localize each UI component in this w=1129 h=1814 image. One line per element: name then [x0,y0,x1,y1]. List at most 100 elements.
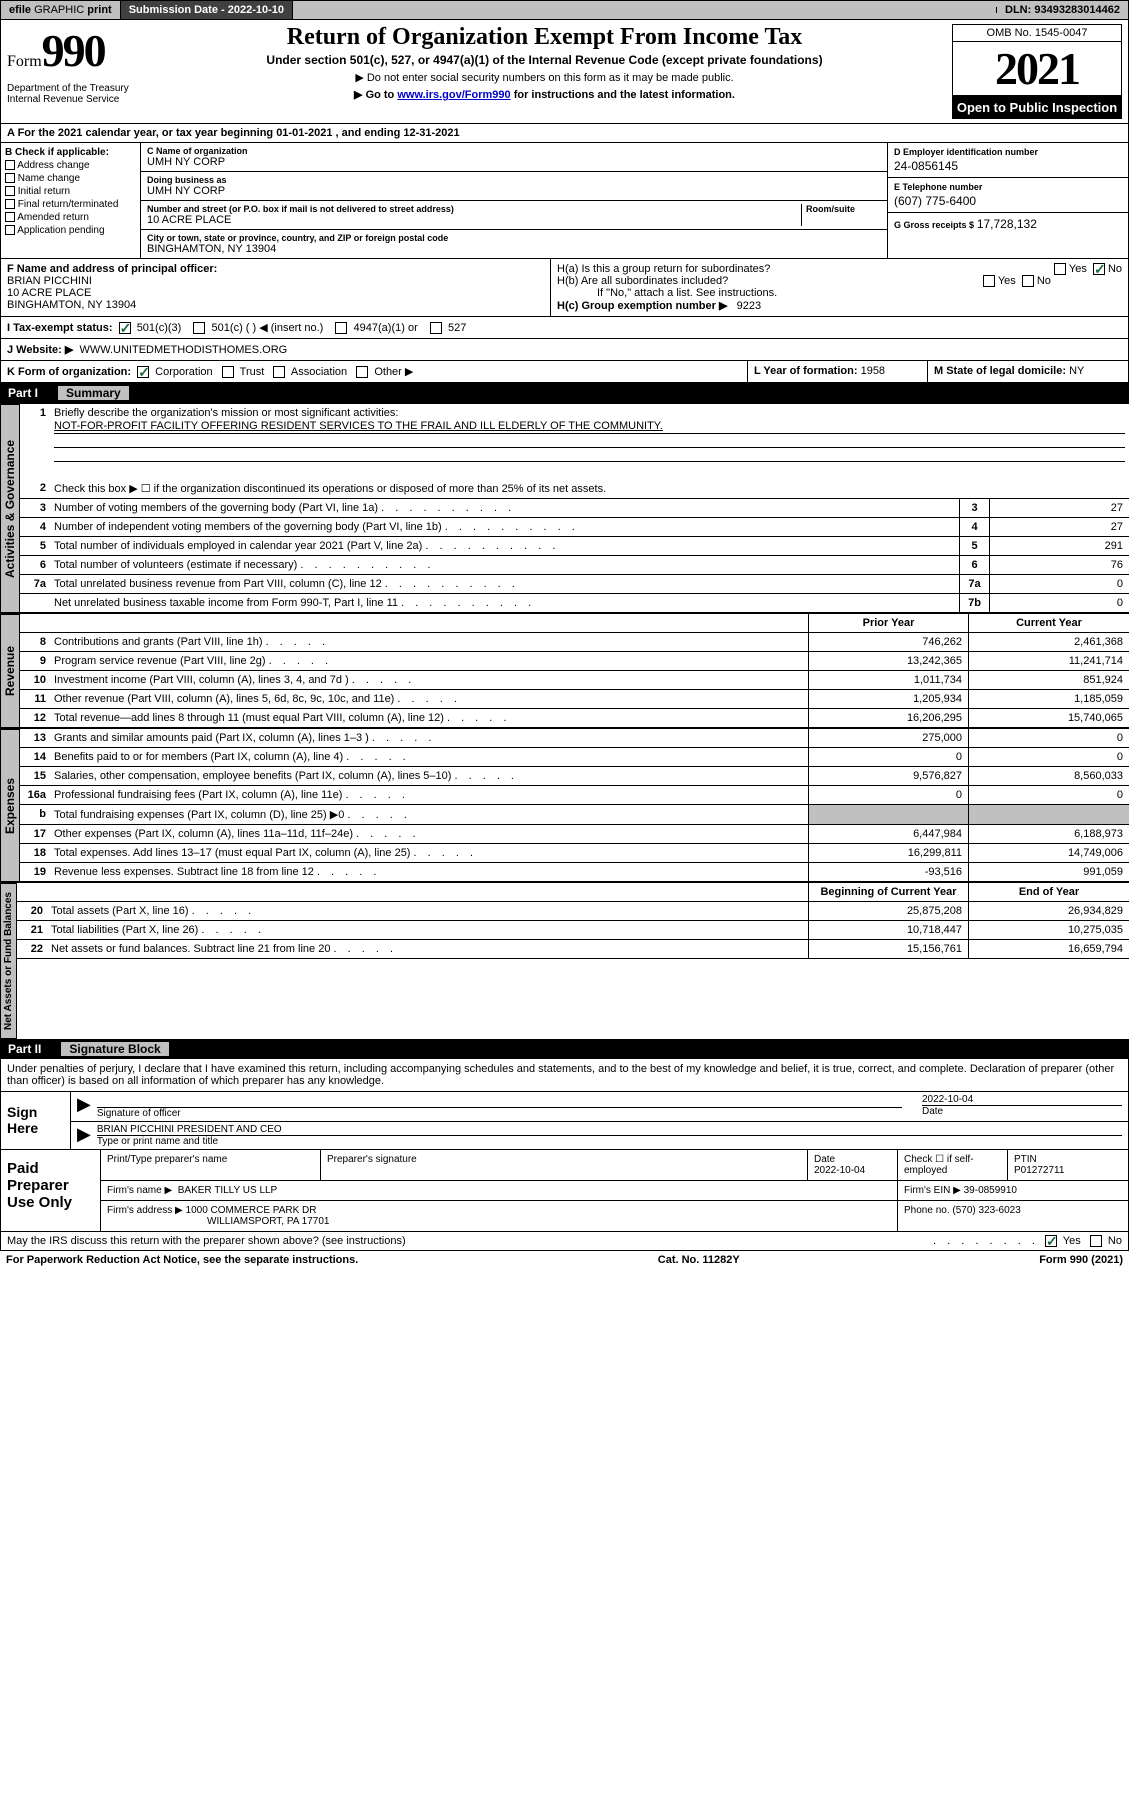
mission-label: Briefly describe the organization's miss… [54,407,1125,419]
info-grid: B Check if applicable: Address change Na… [0,143,1129,259]
money-row: 12Total revenue—add lines 8 through 11 (… [20,709,1129,728]
paperwork-notice: For Paperwork Reduction Act Notice, see … [6,1254,358,1266]
summary-row: 7aTotal unrelated business revenue from … [20,575,1129,594]
prior-year-header: Prior Year [809,614,969,632]
cat-number: Cat. No. 11282Y [658,1254,740,1266]
form-title: Return of Organization Exempt From Incom… [147,24,942,51]
cb-final-return[interactable]: Final return/terminated [5,199,136,210]
room-label: Room/suite [806,204,881,214]
hc-line: H(c) Group exemption number ▶ 9223 [557,299,1122,312]
money-row: 18Total expenses. Add lines 13–17 (must … [20,844,1129,863]
irs-link[interactable]: www.irs.gov/Form990 [397,89,510,101]
officer-label: F Name and address of principal officer: [7,263,544,275]
phone-label: E Telephone number [894,182,1122,192]
prep-date: 2022-10-04 [814,1165,865,1176]
cb-name-change[interactable]: Name change [5,173,136,184]
firm-addr1: 1000 COMMERCE PARK DR [186,1205,317,1216]
cb-discuss-yes[interactable] [1045,1235,1057,1247]
dln: DLN: 93493283014462 [997,1,1128,19]
form-org-label: K Form of organization: [7,366,131,378]
money-row: 13Grants and similar amounts paid (Part … [20,729,1129,748]
row-f-h: F Name and address of principal officer:… [0,259,1129,317]
gross-label: G Gross receipts $ [894,220,974,230]
domicile-label: M State of legal domicile: [934,365,1066,377]
begin-year-header: Beginning of Current Year [809,883,969,901]
footer-bottom: For Paperwork Reduction Act Notice, see … [0,1251,1129,1269]
revenue-section: Revenue Prior Year Current Year 8Contrib… [0,613,1129,728]
line2-check: Check this box ▶ ☐ if the organization d… [50,479,1129,498]
governance-section: Activities & Governance 1 Briefly descri… [0,403,1129,613]
money-row: 14Benefits paid to or for members (Part … [20,748,1129,767]
cb-other[interactable] [356,366,368,378]
open-public-badge: Open to Public Inspection [952,96,1122,119]
cb-application-pending[interactable]: Application pending [5,225,136,236]
note-ssn: ▶ Do not enter social security numbers o… [147,71,942,84]
prep-sig-label: Preparer's signature [321,1150,808,1180]
domicile: NY [1069,365,1084,377]
form-label: Form [7,53,42,70]
cb-initial-return[interactable]: Initial return [5,186,136,197]
addr-label: Number and street (or P.O. box if mail i… [147,204,801,214]
firm-name: BAKER TILLY US LLP [178,1185,278,1196]
city-label: City or town, state or province, country… [147,233,881,243]
part1-header: Part I Summary [0,383,1129,403]
box-b-label: B Check if applicable: [5,147,136,158]
cb-amended-return[interactable]: Amended return [5,212,136,223]
money-row: 8Contributions and grants (Part VIII, li… [20,633,1129,652]
money-row: 20Total assets (Part X, line 16) . . . .… [17,902,1129,921]
omb-number: OMB No. 1545-0047 [952,24,1122,42]
gross-value: 17,728,132 [977,217,1037,231]
discuss-line: May the IRS discuss this return with the… [0,1232,1129,1251]
city-value: BINGHAMTON, NY 13904 [147,243,881,255]
note-link: ▶ Go to www.irs.gov/Form990 for instruct… [147,88,942,101]
money-row: 9Program service revenue (Part VIII, lin… [20,652,1129,671]
dba-value: UMH NY CORP [147,185,881,197]
form-header: Form990 Department of the Treasury Inter… [0,20,1129,124]
summary-row: Net unrelated business taxable income fr… [20,594,1129,613]
summary-row: 6Total number of volunteers (estimate if… [20,556,1129,575]
prep-name-label: Print/Type preparer's name [101,1150,321,1180]
money-row: 15Salaries, other compensation, employee… [20,767,1129,786]
cb-4947[interactable] [335,322,347,334]
cb-501c3[interactable] [119,322,131,334]
firm-ein: 39-0859910 [964,1185,1017,1196]
cb-527[interactable] [430,322,442,334]
money-row: 19Revenue less expenses. Subtract line 1… [20,863,1129,882]
row-klm: K Form of organization: Corporation Trus… [0,361,1129,383]
cb-corporation[interactable] [137,366,149,378]
year-formation-label: L Year of formation: [754,365,858,377]
tax-year: 2021 [952,42,1122,96]
toolbar-spacer [293,7,997,13]
cb-501c[interactable] [193,322,205,334]
sign-here-row: Sign Here ▶ Signature of officer 2022-10… [0,1092,1129,1150]
end-year-header: End of Year [969,883,1129,901]
mission-text: NOT-FOR-PROFIT FACILITY OFFERING RESIDEN… [54,420,663,432]
ha-line: H(a) Is this a group return for subordin… [557,263,1122,275]
website-label: J Website: ▶ [7,344,73,356]
hb-line: H(b) Are all subordinates included? Yes … [557,275,1122,287]
summary-row: 4Number of independent voting members of… [20,518,1129,537]
cb-association[interactable] [273,366,285,378]
form-subtitle: Under section 501(c), 527, or 4947(a)(1)… [147,53,942,67]
ein-label: D Employer identification number [894,147,1122,157]
website-value: WWW.UNITEDMETHODISTHOMES.ORG [79,344,287,356]
year-formation: 1958 [861,365,885,377]
form-number: 990 [42,25,105,76]
cb-trust[interactable] [222,366,234,378]
org-name: UMH NY CORP [147,156,881,168]
department: Department of the Treasury Internal Reve… [7,83,137,105]
form-ref: Form 990 (2021) [1039,1254,1123,1266]
cb-discuss-no[interactable] [1090,1235,1102,1247]
preparer-block: Paid Preparer Use Only Print/Type prepar… [0,1150,1129,1232]
summary-row: 3Number of voting members of the governi… [20,499,1129,518]
firm-phone: (570) 323-6023 [952,1205,1020,1216]
org-name-label: C Name of organization [147,146,881,156]
officer-name-title: BRIAN PICCHINI PRESIDENT AND CEO [97,1124,1122,1136]
self-employed-check[interactable]: Check ☐ if self-employed [898,1150,1008,1180]
officer-addr2: BINGHAMTON, NY 13904 [7,299,544,311]
cb-address-change[interactable]: Address change [5,160,136,171]
hb-note: If "No," attach a list. See instructions… [597,287,1122,299]
money-row: 10Investment income (Part VIII, column (… [20,671,1129,690]
efile-label: efile efile GRAPHIC printGRAPHIC print [1,1,121,19]
summary-row: 5Total number of individuals employed in… [20,537,1129,556]
